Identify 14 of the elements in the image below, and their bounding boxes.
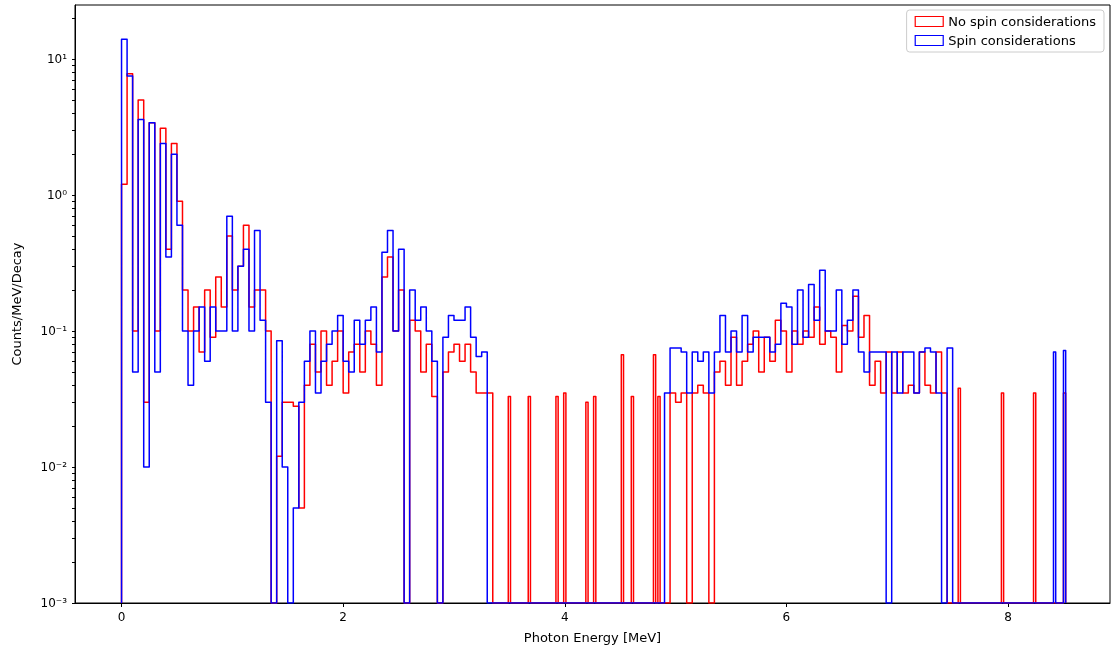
y-tick-label: 10¹ — [46, 52, 68, 67]
y-tick-label: 10⁰ — [46, 188, 68, 203]
y-tick-label: 10⁻³ — [40, 596, 68, 610]
legend-label: Spin considerations — [948, 33, 1076, 48]
x-tick-label: 6 — [782, 610, 791, 624]
x-tick-label: 2 — [339, 610, 347, 624]
y-axis-title: Counts/MeV/Decay — [9, 242, 24, 366]
legend-label: No spin considerations — [948, 14, 1097, 29]
x-tick-label: 8 — [1004, 610, 1012, 624]
x-tick-label: 4 — [560, 610, 569, 624]
y-tick-label: 10⁻¹ — [40, 324, 68, 339]
x-axis-title: Photon Energy [MeV] — [523, 630, 662, 645]
y-tick-label: 10⁻² — [40, 460, 68, 475]
x-tick-label: 0 — [117, 610, 126, 624]
